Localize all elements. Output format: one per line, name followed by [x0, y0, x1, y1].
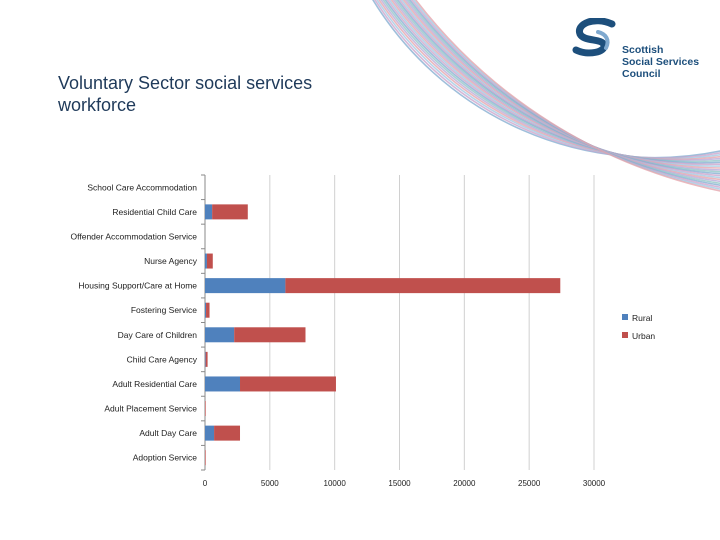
category-label: Nurse Agency: [144, 256, 198, 266]
bar-urban: [212, 204, 248, 220]
title-line-1: Voluntary Sector social services: [58, 73, 313, 93]
category-label: School Care Accommodation: [87, 182, 197, 192]
bar-urban: [214, 425, 241, 441]
category-label: Day Care of Children: [118, 330, 198, 340]
logo-line-2: Social Services: [622, 56, 700, 68]
chart-x-tick-labels: 0 5000 10000 15000 20000 25000 30000: [203, 479, 606, 488]
bar-urban: [240, 376, 336, 392]
logo-line-3: Council: [622, 68, 661, 80]
bar-rural: [205, 376, 241, 392]
bar-urban: [206, 302, 210, 318]
bar-rural: [205, 253, 207, 269]
decorative-arc: [378, 0, 720, 161]
bar-rural: [205, 278, 286, 294]
decorative-arc: [390, 0, 720, 169]
bar-urban: [205, 450, 206, 466]
decorative-arc: [384, 0, 720, 164]
page-title: Voluntary Sector social services workfor…: [58, 72, 418, 116]
category-label: Housing Support/Care at Home: [78, 281, 197, 291]
decorative-arc: [414, 0, 720, 192]
chart-gridlines: [201, 174, 595, 471]
legend-swatch-rural: [622, 314, 628, 320]
decorative-arc: [382, 0, 720, 163]
bar-urban: [205, 401, 206, 417]
legend-swatch-urban: [622, 332, 628, 338]
x-tick-label: 5000: [261, 479, 279, 488]
x-tick-label: 10000: [324, 479, 347, 488]
category-label: Child Care Agency: [127, 354, 198, 364]
category-label: Adult Residential Care: [112, 379, 197, 389]
logo-wordmark: Scottish Social Services Council: [622, 44, 699, 80]
x-tick-label: 15000: [388, 479, 411, 488]
sssc-logo-icon: [572, 18, 616, 57]
legend-label-rural: Rural: [632, 313, 652, 323]
category-label: Fostering Service: [131, 305, 197, 315]
bar-urban: [234, 327, 306, 343]
decorative-arc: [388, 0, 720, 167]
category-label: Adult Day Care: [139, 428, 197, 438]
bar-rural: [205, 351, 206, 367]
bar-urban: [206, 253, 213, 269]
category-label: Adoption Service: [133, 453, 198, 463]
title-line-2: workforce: [58, 95, 137, 115]
x-tick-label: 0: [203, 479, 208, 488]
bar-urban: [285, 278, 561, 294]
chart-category-labels: School Care Accommodation Residential Chi…: [71, 182, 198, 462]
x-tick-label: 20000: [453, 479, 476, 488]
legend-label-urban: Urban: [632, 331, 655, 341]
sssc-logo: Scottish Social Services Council: [572, 18, 712, 84]
chart-legend: Rural Urban: [622, 313, 655, 341]
bar-urban: [205, 351, 208, 367]
bar-rural: [205, 327, 235, 343]
decorative-arc: [386, 0, 720, 166]
bar-rural: [205, 204, 213, 220]
bar-rural: [205, 425, 215, 441]
bar-rural: [205, 302, 207, 318]
x-tick-label: 30000: [583, 479, 606, 488]
logo-line-1: Scottish: [622, 44, 664, 56]
chart-bars: [205, 204, 561, 466]
category-label: Residential Child Care: [112, 207, 197, 217]
category-label: Offender Accommodation Service: [71, 231, 198, 241]
category-label: Adult Placement Service: [104, 404, 197, 414]
decorative-arc: [380, 0, 720, 162]
x-tick-label: 25000: [518, 479, 541, 488]
